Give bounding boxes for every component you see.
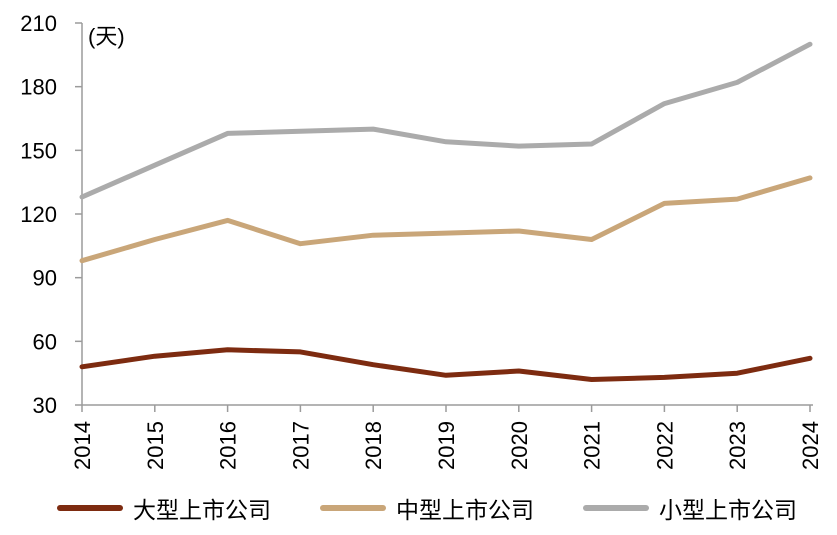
x-tick-label: 2023: [725, 421, 750, 470]
line-chart-canvas: 30 60 90 120 150 180 210 2014 2015 2016 2017 2018 20…: [20, 11, 823, 470]
y-axis-unit-label: (天): [88, 24, 125, 49]
series-line-1: [79, 175, 813, 264]
series-line-2: [79, 41, 813, 200]
legend-swatch-large-cap-line: [57, 505, 123, 511]
x-tick-label: 2014: [70, 421, 95, 470]
legend-label-mid-cap: 中型上市公司: [396, 497, 534, 523]
x-tick-label: 2017: [288, 421, 313, 470]
legend-item-large-cap: 大型上市公司: [57, 491, 271, 525]
x-tick-label: 2022: [652, 421, 677, 470]
y-tick-label: 30: [33, 393, 57, 418]
legend-label-large-cap: 大型上市公司: [133, 497, 271, 523]
x-tick-label: 2016: [216, 421, 241, 470]
legend-swatch-mid-cap-line: [320, 505, 386, 511]
y-tick-label: 60: [33, 329, 57, 354]
y-tick-label: 180: [20, 75, 57, 100]
x-tick-label: 2018: [361, 421, 386, 470]
y-tick-label: 90: [33, 266, 57, 291]
y-tick-label: 210: [20, 11, 57, 36]
x-tick-label: 2020: [507, 421, 532, 470]
legend-item-mid-cap: 中型上市公司: [320, 491, 534, 525]
chart-svg: 30 60 90 120 150 180 210 2014 2015 2016 2017 2018 20…: [20, 11, 823, 470]
legend-label-small-cap: 小型上市公司: [659, 497, 797, 523]
legend-item-small-cap: 小型上市公司: [583, 491, 797, 525]
legend-swatch-small-cap-line: [583, 505, 649, 511]
x-tick-label: 2024: [798, 421, 823, 470]
chart-legend: 大型上市公司 中型上市公司 小型上市公司: [57, 491, 797, 525]
x-tick-label: 2015: [143, 421, 168, 470]
series-line-0: [79, 347, 813, 382]
x-tick-label: 2021: [580, 421, 605, 470]
y-tick-label: 120: [20, 202, 57, 227]
y-tick-label: 150: [20, 138, 57, 163]
x-tick-label: 2019: [434, 421, 459, 470]
